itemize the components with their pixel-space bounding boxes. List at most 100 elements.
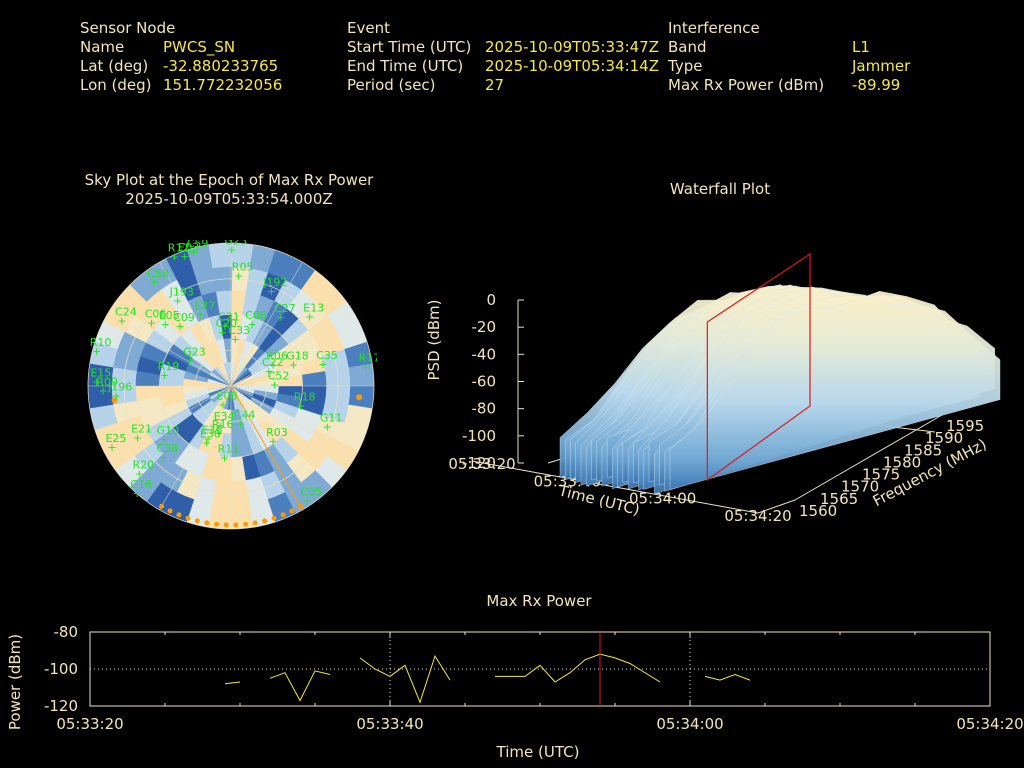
sky-cell xyxy=(88,362,114,386)
sky-satellite-marker: + xyxy=(159,433,168,446)
sky-cell xyxy=(123,428,154,457)
event-end-label: End Time (UTC) xyxy=(347,57,464,75)
sky-satellite-label: J193 xyxy=(169,286,194,299)
sky-satellite-label: R18 xyxy=(294,391,316,404)
sky-cell xyxy=(208,431,224,458)
sky-cell xyxy=(219,362,231,386)
waterfall-frequency-tick-label: 1585 xyxy=(904,441,942,459)
event-start-value: 2025-10-09T05:33:47Z xyxy=(485,38,659,56)
sky-satellite-label: C20 xyxy=(215,317,237,330)
sky-cell xyxy=(186,449,209,478)
sky-satellite-marker: + xyxy=(175,320,184,333)
sky-azimuth-line xyxy=(230,385,355,458)
sky-cell xyxy=(229,503,254,529)
sky-satellite-label: C35 xyxy=(316,349,338,362)
waterfall-frequency-tick-label: 1580 xyxy=(883,453,921,471)
sky-cell xyxy=(231,386,249,406)
sky-jam-point xyxy=(262,518,268,524)
sky-cell xyxy=(230,386,235,411)
sky-cell xyxy=(124,314,155,343)
waterfall-frequency-tick-label: 1560 xyxy=(799,502,837,520)
waterfall-time-tick-label: 05:33:20 xyxy=(448,455,515,473)
sky-satellite-label: C38 xyxy=(156,442,178,455)
sky-cell xyxy=(259,470,286,501)
sky-satellite-label: E03 xyxy=(178,241,199,254)
sky-azimuth-line xyxy=(230,262,303,387)
sky-cell xyxy=(89,403,118,431)
sky-cell xyxy=(185,363,210,379)
sky-cell xyxy=(139,341,168,364)
sky-satellite-label: J196 xyxy=(107,381,132,394)
sky-satellite-label: C58 xyxy=(147,267,169,280)
sky-cell xyxy=(231,362,243,386)
sky-cell xyxy=(241,454,261,481)
sky-satellite-marker: + xyxy=(133,487,142,500)
sky-jam-point xyxy=(223,522,229,528)
maxrx-x-tick-label: 05:33:20 xyxy=(56,715,123,733)
sky-cell xyxy=(146,288,176,319)
waterfall-title: Waterfall Plot xyxy=(669,180,771,198)
sky-cell xyxy=(264,414,290,438)
sky-satellite-marker: + xyxy=(173,295,182,308)
sky-satellite-label: C08 xyxy=(245,309,267,322)
waterfall-frequency-axis xyxy=(794,414,943,501)
sky-cell xyxy=(209,340,224,365)
sky-cell xyxy=(227,361,232,386)
sky-cell xyxy=(174,300,200,329)
maxrx-y-tick-label: -120 xyxy=(44,697,78,715)
sky-cell xyxy=(231,386,256,394)
sky-satellite-marker: + xyxy=(99,384,108,397)
sky-cell xyxy=(298,301,329,331)
waterfall-z-tick-label: -40 xyxy=(472,345,497,363)
sky-cell xyxy=(89,340,119,368)
sky-cell xyxy=(252,393,277,409)
sky-satellite-marker: + xyxy=(133,432,142,445)
sky-cell xyxy=(145,328,174,354)
sky-cell xyxy=(286,453,316,484)
sky-cell xyxy=(315,331,346,358)
sky-satellite-marker: + xyxy=(303,495,312,508)
sky-cell xyxy=(231,371,253,386)
sky-cell xyxy=(231,386,243,410)
sky-satellite-marker: + xyxy=(276,311,285,324)
sky-satellite-marker: + xyxy=(107,441,116,454)
event-period-label: Period (sec) xyxy=(347,76,436,94)
sky-satellite-marker: + xyxy=(189,246,198,259)
sky-cell xyxy=(276,393,303,409)
sky-cell xyxy=(188,424,210,451)
interference-band-label: Band xyxy=(668,38,707,56)
sky-cell xyxy=(116,414,147,441)
waterfall-plot: 0-20-40-60-80-100-12005:33:2005:33:4005:… xyxy=(425,252,1001,525)
sky-heatmap xyxy=(88,243,374,529)
sky-satellite-label: G25 xyxy=(225,240,248,247)
sky-satellite-label: R09 xyxy=(96,375,118,388)
interference-type-value: Jammer xyxy=(852,57,911,75)
sky-azimuth-line xyxy=(159,262,232,387)
sky-satellite-marker: + xyxy=(218,326,227,339)
sky-cell xyxy=(297,442,328,472)
sky-jam-point xyxy=(280,512,286,518)
sky-cell xyxy=(166,407,193,429)
sky-cell xyxy=(172,334,198,358)
sky-cell xyxy=(299,356,326,376)
sky-satellite-marker: + xyxy=(180,250,189,263)
sky-satellite-marker: + xyxy=(318,358,327,371)
sky-cell xyxy=(185,393,210,408)
sky-satellite-label: C44 xyxy=(234,408,256,421)
event-title: Event xyxy=(347,19,390,37)
sky-cell xyxy=(238,340,254,365)
sky-jam-point xyxy=(233,522,239,528)
sky-cell xyxy=(175,470,202,500)
sky-satellite-marker: + xyxy=(323,420,332,433)
sky-satellite-marker: + xyxy=(92,375,101,388)
sky-cell xyxy=(208,407,224,432)
sky-cell xyxy=(301,386,327,402)
sky-cell xyxy=(216,290,232,316)
skyplot-title: Sky Plot at the Epoch of Max Rx Power xyxy=(84,171,374,189)
sky-cell xyxy=(198,317,217,344)
sky-satellite-label: C16 xyxy=(130,478,152,491)
sensor-lat-value: -32.880233765 xyxy=(163,57,279,75)
sky-cell xyxy=(208,314,225,341)
sky-cell xyxy=(197,428,217,455)
sky-cell xyxy=(230,433,243,458)
